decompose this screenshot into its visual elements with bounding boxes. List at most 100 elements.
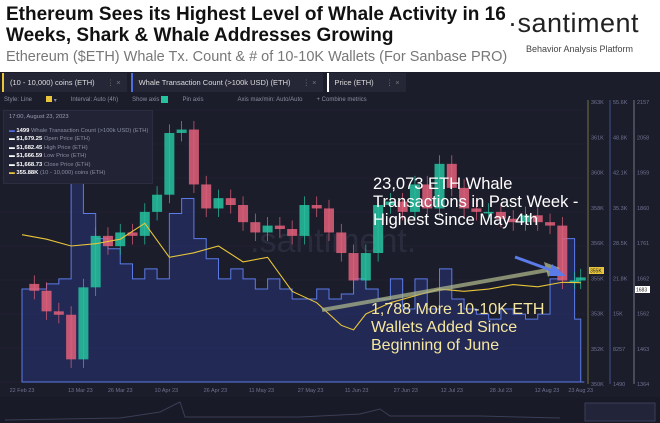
page-title: Ethereum Sees its Highest Level of Whale… bbox=[6, 4, 506, 46]
wallets-arrow bbox=[321, 268, 549, 312]
whale-axis-label: 55.6K bbox=[613, 100, 628, 106]
candle bbox=[459, 187, 470, 209]
candle bbox=[53, 311, 64, 315]
x-tick-label: 26 Mar 23 bbox=[108, 388, 133, 394]
price-axis-label: 2058 bbox=[637, 135, 649, 141]
wallets-axis-label: 355K bbox=[591, 276, 604, 282]
color-picker[interactable]: ▾ bbox=[46, 95, 57, 104]
candle bbox=[532, 215, 543, 223]
candle bbox=[152, 194, 163, 212]
tooltip-legend: 17:00, August 23, 2023 ▬ 1499 Whale Tran… bbox=[3, 110, 153, 184]
legend-swatch: ▬ bbox=[9, 170, 17, 177]
whale-tx-area bbox=[21, 137, 585, 383]
legend-label: Close Price (ETH) bbox=[43, 161, 91, 168]
legend-date: 17:00, August 23, 2023 bbox=[9, 114, 69, 120]
wallets-annotation: 1,788 More 10-10K ETH Wallets Added Sinc… bbox=[371, 301, 545, 354]
price-axis-label: 1662 bbox=[637, 276, 649, 282]
tab-price-metric[interactable]: Price (ETH) ⋮ × bbox=[326, 73, 406, 92]
candle bbox=[557, 225, 568, 281]
x-tick-label: 11 Jun 23 bbox=[345, 388, 369, 394]
x-tick-label: 28 Jul 23 bbox=[490, 388, 512, 394]
wallets-axis-label: 352K bbox=[591, 347, 604, 353]
candle bbox=[360, 253, 371, 281]
candle bbox=[348, 253, 359, 281]
wallets-axis-label: 363K bbox=[591, 100, 604, 106]
show-axis-label: Show axis bbox=[132, 97, 160, 104]
candle bbox=[287, 229, 298, 236]
x-axis: 22 Feb 23 13 Mar 23 26 Mar 23 10 Apr 23 26 A… bbox=[10, 388, 594, 394]
candle bbox=[483, 211, 494, 214]
candle bbox=[311, 205, 322, 209]
price-axis-label: 1959 bbox=[637, 171, 649, 177]
close-icon[interactable]: ⋮ × bbox=[302, 78, 317, 87]
x-tick-label: 10 Apr 23 bbox=[155, 388, 179, 394]
candle bbox=[213, 198, 224, 209]
current-price-value: 1683 bbox=[636, 288, 647, 294]
candle bbox=[299, 205, 310, 236]
legend-row: ▬ 355.88K (10 - 10,000) coins (ETH) bbox=[9, 169, 147, 177]
candle bbox=[575, 277, 586, 281]
metric-tabs: (10 - 10,000) coins (ETH) ⋮ × Whale Trans… bbox=[0, 72, 660, 92]
axis-maxmin-select[interactable]: Axis max/min: Auto/Auto bbox=[237, 96, 303, 103]
candle bbox=[422, 184, 433, 209]
candle bbox=[66, 314, 77, 360]
candle bbox=[250, 222, 261, 233]
legend-swatch: ▬ bbox=[9, 144, 17, 151]
candle bbox=[188, 129, 199, 185]
legend-label: Low Price (ETH) bbox=[43, 153, 87, 160]
candle bbox=[78, 287, 89, 360]
candle bbox=[29, 283, 40, 291]
wallets-axis-label: 353K bbox=[591, 312, 604, 318]
legend-value: 1499 bbox=[16, 128, 30, 134]
whale-axis-label: 15K bbox=[613, 312, 623, 318]
chart-controls: Style: Line ▾ Interval: Auto (4h) Show a… bbox=[0, 94, 660, 105]
candle bbox=[225, 198, 236, 206]
x-tick-label: 13 Mar 23 bbox=[68, 388, 93, 394]
x-tick-label: 12 Jul 23 bbox=[441, 388, 463, 394]
price-axis-label: 1860 bbox=[637, 206, 649, 212]
navigator[interactable] bbox=[0, 397, 660, 423]
legend-value: $1,682.45 bbox=[16, 144, 43, 151]
combine-metrics-button[interactable]: + Combine metrics bbox=[316, 96, 367, 103]
legend-label: Open Price (ETH) bbox=[43, 136, 90, 143]
y-axes: 363K 361K 360K 358K 356K 355K 353K 352K 350K 55.6… bbox=[587, 100, 650, 388]
candle bbox=[434, 163, 445, 209]
logo-tagline: Behavior Analysis Platform bbox=[526, 44, 634, 54]
candle bbox=[274, 225, 285, 230]
chart-canvas[interactable]: .santiment. 363K361K360K358K356K355K353K… bbox=[0, 72, 660, 423]
candle bbox=[373, 205, 384, 254]
candle bbox=[238, 205, 249, 223]
price-axis-label: 1761 bbox=[637, 241, 649, 247]
whale-axis-label: 28.5K bbox=[613, 241, 628, 247]
legend-swatch: ▬ bbox=[9, 153, 17, 160]
candle bbox=[176, 129, 187, 133]
legend-label: High Price (ETH) bbox=[43, 144, 88, 151]
x-tick-label: 12 Aug 23 bbox=[535, 388, 560, 394]
legend-row: ▬ $1,668.73 Close Price (ETH) bbox=[9, 161, 147, 169]
checkbox-icon[interactable] bbox=[161, 95, 169, 103]
show-axis-toggle[interactable]: Show axis bbox=[132, 95, 169, 104]
candle bbox=[520, 215, 531, 223]
wallets-axis-label: 358K bbox=[591, 206, 604, 212]
candle bbox=[385, 201, 396, 206]
whale-axis-label: 1490 bbox=[613, 382, 625, 388]
interval-select[interactable]: Interval: Auto (4h) bbox=[70, 96, 119, 103]
wallets-series bbox=[21, 222, 581, 331]
wallets-axis-label: 356K bbox=[591, 241, 604, 247]
legend-row: ▬ $1,666.59 Low Price (ETH) bbox=[9, 152, 147, 160]
tab-whale-metric[interactable]: Whale Transaction Count (>100k USD) (ETH… bbox=[130, 73, 323, 92]
whale-axis-label: 8257 bbox=[613, 347, 625, 353]
santiment-logo: ·santiment bbox=[508, 8, 640, 38]
navigator-window[interactable] bbox=[584, 402, 656, 422]
price-axis-label: 1364 bbox=[637, 382, 649, 388]
legend-value: $1,679.25 bbox=[16, 136, 43, 143]
legend-row: ▬ $1,682.45 High Price (ETH) bbox=[9, 144, 147, 152]
close-icon[interactable]: ⋮ × bbox=[106, 78, 121, 87]
style-select[interactable]: Style: Line bbox=[4, 96, 33, 103]
tab-wallets-metric[interactable]: (10 - 10,000) coins (ETH) ⋮ × bbox=[2, 73, 127, 92]
whale-arrow bbox=[514, 255, 557, 274]
tab-label: Whale Transaction Count (>100k USD) (ETH… bbox=[138, 78, 291, 87]
candle bbox=[409, 184, 420, 212]
pin-axis-toggle[interactable]: Pin axis bbox=[182, 96, 204, 103]
close-icon[interactable]: ⋮ × bbox=[385, 78, 400, 87]
